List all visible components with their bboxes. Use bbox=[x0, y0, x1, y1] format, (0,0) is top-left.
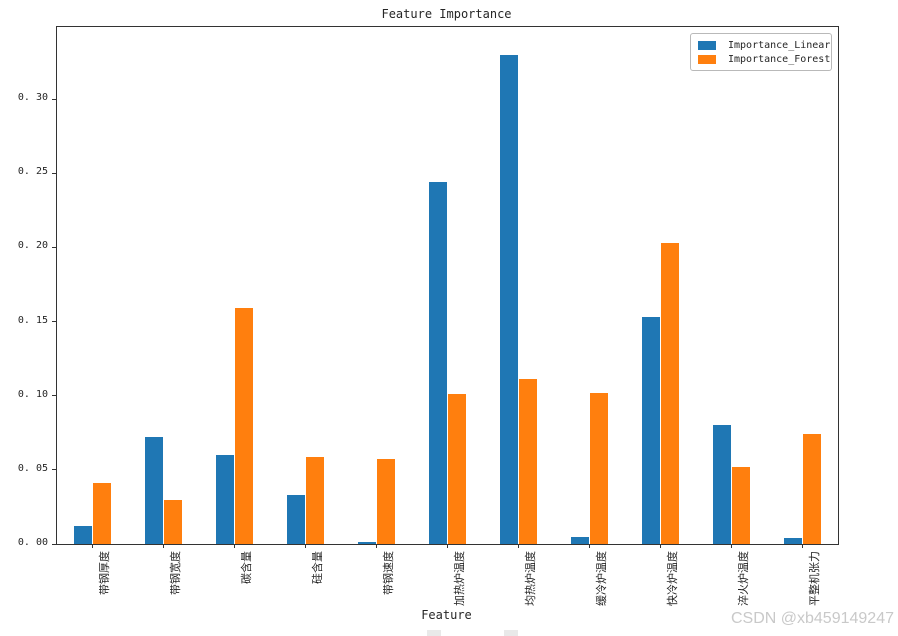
x-tick-mark bbox=[376, 544, 377, 548]
bar-importance_forest bbox=[447, 394, 466, 544]
bar-importance_linear bbox=[713, 425, 732, 544]
bar-importance_linear bbox=[145, 437, 164, 544]
y-tick-mark bbox=[52, 98, 56, 100]
x-tick-label: 加热炉温度 bbox=[453, 551, 466, 606]
y-tick-mark bbox=[52, 543, 56, 545]
x-tick-label: 平整机张力 bbox=[808, 551, 821, 606]
legend: Importance_Linear Importance_Forest bbox=[690, 33, 832, 71]
bar-importance_forest bbox=[589, 392, 608, 544]
bar-importance_forest bbox=[92, 483, 111, 544]
bar-importance_forest bbox=[163, 499, 182, 544]
bar-importance_linear bbox=[358, 542, 377, 544]
chart-title: Feature Importance bbox=[381, 7, 512, 21]
bar-importance_forest bbox=[731, 466, 750, 544]
x-axis-label: Feature bbox=[421, 608, 472, 622]
x-tick-label: 快冷炉温度 bbox=[666, 551, 679, 606]
y-tick-label: 0. 20 bbox=[17, 240, 48, 252]
bar-importance_forest bbox=[234, 308, 253, 544]
legend-label-linear: Importance_Linear bbox=[728, 39, 831, 51]
legend-swatch-forest-icon bbox=[698, 54, 716, 64]
legend-entry-linear: Importance_Linear bbox=[698, 38, 830, 52]
x-tick-mark bbox=[447, 544, 448, 548]
y-tick-label: 0. 00 bbox=[17, 537, 48, 548]
bar-importance_forest bbox=[518, 379, 537, 544]
bar-importance_forest bbox=[305, 456, 324, 544]
x-tick-label: 缓冷炉温度 bbox=[595, 551, 608, 606]
bar-importance_linear bbox=[429, 182, 448, 544]
x-tick-label: 均热炉温度 bbox=[524, 551, 537, 606]
y-tick-mark bbox=[52, 246, 56, 248]
bar-importance_linear bbox=[500, 54, 519, 544]
bar-importance_linear bbox=[642, 317, 661, 544]
x-tick-label: 带钢速度 bbox=[382, 551, 395, 595]
bar-importance_linear bbox=[216, 455, 235, 544]
x-tick-mark bbox=[589, 544, 590, 548]
x-tick-mark bbox=[163, 544, 164, 548]
x-tick-label: 碳含量 bbox=[240, 551, 253, 584]
bar-importance_linear bbox=[571, 536, 590, 544]
x-tick-label: 带钢宽度 bbox=[169, 551, 182, 595]
x-tick-label: 带钢厚度 bbox=[98, 551, 111, 595]
toolbar-remnant-icon bbox=[427, 630, 441, 636]
bar-importance_linear bbox=[784, 538, 803, 544]
y-tick-label: 0. 05 bbox=[17, 462, 48, 474]
y-tick-label: 0. 10 bbox=[17, 388, 48, 400]
x-tick-mark bbox=[802, 544, 803, 548]
plot-area bbox=[52, 26, 839, 548]
x-tick-mark bbox=[305, 544, 306, 548]
y-tick-label: 0. 15 bbox=[17, 314, 48, 326]
legend-swatch-linear-icon bbox=[698, 40, 716, 50]
legend-entry-forest: Importance_Forest bbox=[698, 52, 830, 66]
bar-importance_forest bbox=[376, 459, 395, 544]
y-tick-mark bbox=[52, 469, 56, 471]
y-tick-label: 0. 25 bbox=[17, 166, 48, 178]
x-tick-label: 淬火炉温度 bbox=[737, 551, 750, 606]
x-tick-mark bbox=[92, 544, 93, 548]
x-tick-mark bbox=[731, 544, 732, 548]
y-tick-mark bbox=[52, 395, 56, 397]
bar-importance_forest bbox=[802, 434, 821, 544]
bar-importance_forest bbox=[660, 242, 679, 544]
watermark: CSDN @xb459149247 bbox=[730, 610, 894, 627]
y-tick-mark bbox=[52, 321, 56, 323]
y-tick-mark bbox=[52, 172, 56, 174]
bar-importance_linear bbox=[74, 526, 93, 544]
toolbar-remnant-icon bbox=[504, 630, 518, 636]
bar-importance_linear bbox=[287, 495, 306, 544]
x-tick-mark bbox=[234, 544, 235, 548]
legend-label-forest: Importance_Forest bbox=[728, 53, 831, 65]
x-tick-mark bbox=[660, 544, 661, 548]
x-tick-mark bbox=[518, 544, 519, 548]
y-tick-label: 0. 30 bbox=[17, 92, 48, 104]
x-tick-label: 硅含量 bbox=[311, 551, 324, 584]
